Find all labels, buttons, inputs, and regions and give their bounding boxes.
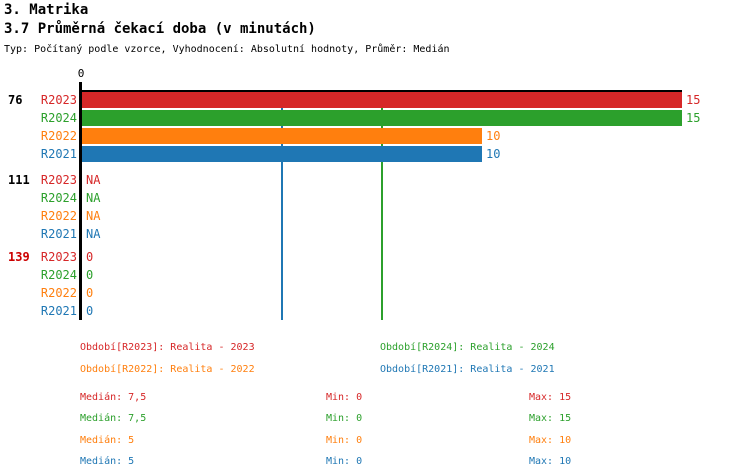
report-title: 3. Matrika [4,2,89,18]
series-row-label: R2024 [40,111,77,125]
series-row-label: R2023 [40,173,77,187]
stat-min-r2023: Min: 0 [326,392,363,403]
stat-max-r2021: Max: 10 [529,456,572,467]
stat-min-r2021: Min: 0 [326,456,363,467]
bar-value-label: NA [86,173,101,187]
group-label: 76 [8,93,23,107]
stat-min-r2024: Min: 0 [326,413,363,424]
series-row-label: R2021 [40,147,77,161]
bar-value-label: 15 [686,93,701,107]
stat-median-r2021: Medián: 5 [80,456,135,467]
stat-max-r2023: Max: 15 [529,392,572,403]
series-row-label: R2023 [40,93,77,107]
bar-value-label: NA [86,227,101,241]
bar-value-label: NA [86,191,101,205]
axis-tick-label: 0 [77,67,85,80]
stat-median-r2024: Medián: 7,5 [80,413,147,424]
y-axis-line [79,82,82,320]
series-row-label: R2024 [40,268,77,282]
group-label: 111 [8,173,30,187]
bar-r2024 [82,110,682,126]
bar-value-label: 10 [486,147,501,161]
legend-item-r2022: Období[R2022]: Realita - 2022 [80,364,255,375]
series-row-label: R2024 [40,191,77,205]
bar-r2021 [82,146,482,162]
stat-max-r2024: Max: 15 [529,413,572,424]
bar-r2023 [82,92,682,108]
legend-item-r2023: Období[R2023]: Realita - 2023 [80,342,255,353]
stat-max-r2022: Max: 10 [529,435,572,446]
series-row-label: R2022 [40,209,77,223]
bar-value-label: 0 [86,286,94,300]
bar-value-label: 0 [86,250,94,264]
stat-min-r2022: Min: 0 [326,435,363,446]
bar-value-label: 15 [686,111,701,125]
group-label: 139 [8,250,30,264]
report-subtitle: 3.7 Průměrná čekací doba (v minutách) [4,21,316,37]
legend-item-r2024: Období[R2024]: Realita - 2024 [380,342,555,353]
bar-value-label: 0 [86,268,94,282]
stat-median-r2023: Medián: 7,5 [80,392,147,403]
stat-median-r2022: Medián: 5 [80,435,135,446]
series-row-label: R2023 [40,250,77,264]
legend-item-r2021: Období[R2021]: Realita - 2021 [380,364,555,375]
x-axis-line [79,90,682,92]
bar-value-label: 0 [86,304,94,318]
bar-value-label: 10 [486,129,501,143]
bar-r2022 [82,128,482,144]
bar-value-label: NA [86,209,101,223]
median-line-r2024 [381,92,383,320]
series-row-label: R2022 [40,286,77,300]
series-row-label: R2021 [40,227,77,241]
report-meta: Typ: Počítaný podle vzorce, Vyhodnocení:… [4,44,450,55]
median-line-r2021 [281,92,283,320]
series-row-label: R2021 [40,304,77,318]
series-row-label: R2022 [40,129,77,143]
